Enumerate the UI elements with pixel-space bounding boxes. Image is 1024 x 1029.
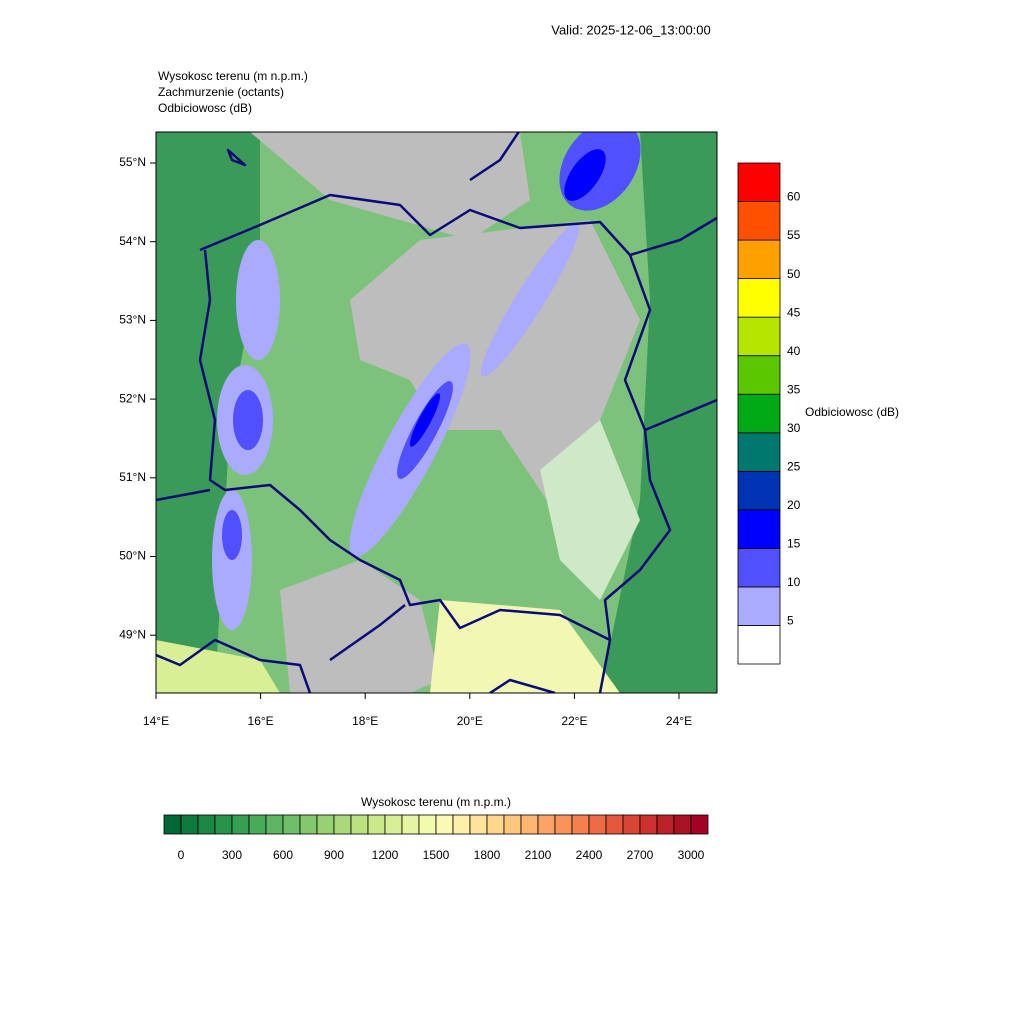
lat-axis: 55°N 54°N 53°N 52°N 51°N 50°N 49°N <box>119 155 156 641</box>
valid-time: Valid: 2025-12-06_13:00:00 <box>551 22 711 37</box>
color-box <box>265 814 284 835</box>
colorbar-label: 1500 <box>423 848 450 862</box>
color-box <box>737 201 781 241</box>
color-box <box>197 814 216 835</box>
color-box <box>737 547 781 588</box>
color-box <box>673 814 692 835</box>
color-box <box>401 814 420 835</box>
color-box <box>737 162 781 202</box>
colorbar-label: 45 <box>787 305 801 319</box>
color-box <box>282 814 301 835</box>
map-frame <box>155 131 718 694</box>
color-box <box>737 278 781 318</box>
colorbar-label: 2700 <box>627 848 654 862</box>
lat-label: 50°N <box>119 549 146 563</box>
lon-label: 22°E <box>561 714 587 728</box>
color-box <box>656 814 675 835</box>
color-box <box>588 814 607 835</box>
header-line: Odbiciowosc (dB) <box>158 101 252 115</box>
colorbar-label: 25 <box>787 459 801 473</box>
color-box <box>737 586 781 626</box>
map <box>156 132 717 693</box>
colorbar-label: 50 <box>787 267 801 281</box>
color-box <box>163 814 182 835</box>
colorbar-label: 2400 <box>576 848 603 862</box>
colorbar-label: 3000 <box>678 848 705 862</box>
colorbar-label: 600 <box>273 848 293 862</box>
color-box <box>231 814 250 835</box>
color-box <box>316 814 335 835</box>
lon-label: 14°E <box>143 714 169 728</box>
lat-label: 54°N <box>119 234 146 248</box>
lat-label: 51°N <box>119 470 146 484</box>
lon-label: 20°E <box>457 714 483 728</box>
colorbar-label: 40 <box>787 344 801 358</box>
lat-label: 52°N <box>119 391 146 405</box>
color-box <box>690 814 709 835</box>
color-box <box>639 814 658 835</box>
color-box <box>384 814 403 835</box>
color-box <box>418 814 437 835</box>
lat-label: 55°N <box>119 155 146 169</box>
color-box <box>605 814 624 835</box>
lon-label: 18°E <box>352 714 378 728</box>
color-box <box>737 470 781 511</box>
lon-label: 16°E <box>248 714 274 728</box>
colorbar-label: 60 <box>787 190 801 204</box>
color-box <box>452 814 471 835</box>
colorbar-label: 35 <box>787 382 801 396</box>
color-box <box>520 814 539 835</box>
color-box <box>737 316 781 357</box>
terrain-colorbar: 0 300 600 900 1200 1500 1800 2100 2400 2700 3000 <box>163 814 709 862</box>
color-box <box>622 814 641 835</box>
color-box <box>503 814 522 835</box>
colorbar-label: 1200 <box>372 848 399 862</box>
color-box <box>554 814 573 835</box>
colorbar-label: 20 <box>787 498 801 512</box>
colorbar-label: 2100 <box>525 848 552 862</box>
color-box <box>737 239 781 280</box>
color-box <box>350 814 369 835</box>
color-box <box>299 814 318 835</box>
colorbar-label: 900 <box>324 848 344 862</box>
header-line: Zachmurzenie (octants) <box>158 85 284 99</box>
colorbar-label: 15 <box>787 537 801 551</box>
color-box <box>367 814 386 835</box>
lat-label: 49°N <box>119 627 146 641</box>
colorbar-label: 0 <box>178 848 185 862</box>
color-box <box>737 393 781 434</box>
color-box <box>469 814 488 835</box>
lon-label: 24°E <box>666 714 692 728</box>
color-box <box>486 814 505 835</box>
color-box <box>333 814 352 835</box>
color-box <box>180 814 199 835</box>
color-box <box>737 432 781 472</box>
color-box <box>537 814 556 835</box>
color-box <box>571 814 590 835</box>
color-box <box>737 355 781 395</box>
terrain-bar-title: Wysokosc terenu (m n.p.m.) <box>361 795 511 809</box>
colorbar-label: 30 <box>787 421 801 435</box>
colorbar-label: 10 <box>787 575 801 589</box>
colorbar-label: 300 <box>222 848 242 862</box>
colorbar-label: 55 <box>787 228 801 242</box>
reflectivity-colorbar: 5 10 15 20 25 30 35 40 45 50 55 60 <box>737 162 801 665</box>
color-box <box>435 814 454 835</box>
header-line: Wysokosc terenu (m n.p.m.) <box>158 69 308 83</box>
color-box <box>737 509 781 549</box>
lat-label: 53°N <box>119 313 146 327</box>
color-box <box>214 814 233 835</box>
lon-axis: 14°E 16°E 18°E 20°E 22°E 24°E <box>143 693 692 728</box>
color-box <box>737 625 781 665</box>
color-box <box>248 814 267 835</box>
colorbar-label: 1800 <box>474 848 501 862</box>
reflectivity-bar-title: Odbiciowosc (dB) <box>805 405 899 419</box>
colorbar-label: 5 <box>787 614 794 628</box>
